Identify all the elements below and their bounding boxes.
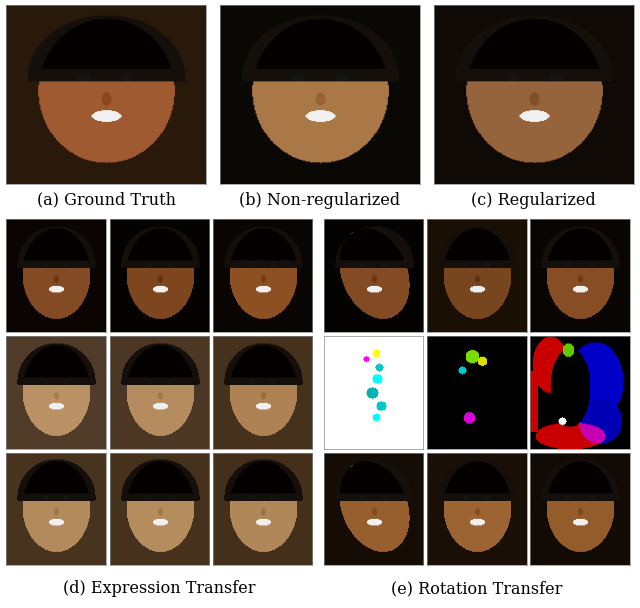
Text: (d) Expression Transfer: (d) Expression Transfer <box>63 581 255 597</box>
Text: (c) Regularized: (c) Regularized <box>472 192 596 209</box>
Text: (e) Rotation Transfer: (e) Rotation Transfer <box>391 581 563 597</box>
Text: (a) Ground Truth: (a) Ground Truth <box>36 192 176 209</box>
Text: (b) Non-regularized: (b) Non-regularized <box>239 192 401 209</box>
